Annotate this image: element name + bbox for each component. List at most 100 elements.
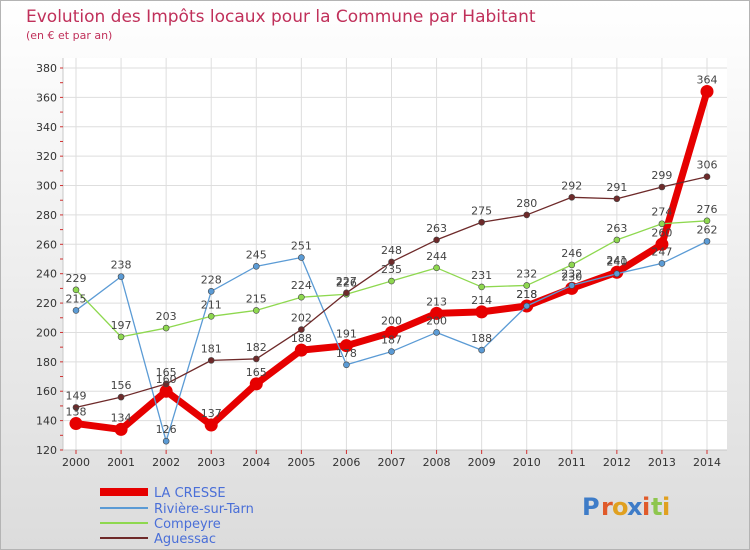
data-label: 231 — [471, 269, 492, 282]
data-label: 248 — [381, 244, 402, 257]
data-point — [72, 404, 80, 411]
data-point — [159, 384, 173, 398]
data-label: 291 — [606, 181, 627, 194]
x-tick-label: 2007 — [378, 456, 406, 469]
data-point — [343, 361, 350, 369]
data-label: 203 — [156, 310, 177, 323]
data-label: 292 — [561, 179, 582, 192]
brand-letter: P — [582, 493, 600, 521]
data-label: 263 — [426, 222, 447, 235]
data-point — [658, 220, 666, 228]
y-tick-label: 360 — [36, 91, 57, 104]
data-label: 226 — [336, 276, 357, 289]
data-label: 138 — [66, 406, 87, 419]
data-point — [388, 348, 395, 355]
y-tick-label: 300 — [36, 180, 57, 193]
data-label: 230 — [561, 270, 582, 283]
axes: 120 140 160 180 200 220 240 260 280 300 320 340 360 3… — [36, 58, 727, 469]
x-tick-label: 2012 — [603, 456, 631, 469]
data-label: 214 — [471, 294, 492, 307]
grid — [63, 58, 727, 451]
data-point — [249, 377, 263, 391]
data-point — [385, 325, 398, 339]
data-label: 262 — [697, 223, 718, 236]
data-label: 202 — [291, 312, 312, 325]
brand-letter: i — [662, 493, 670, 521]
data-point — [433, 329, 440, 336]
data-label: 218 — [516, 288, 537, 301]
data-point — [523, 282, 531, 289]
y-tick-label: 140 — [36, 415, 57, 428]
data-point — [568, 193, 576, 201]
y-tick-label: 180 — [36, 356, 57, 369]
x-tick-label: 2010 — [513, 456, 541, 469]
data-point — [568, 261, 576, 269]
data-label: 215 — [66, 292, 87, 305]
y-tick-label: 320 — [36, 150, 57, 163]
data-point — [703, 238, 711, 245]
series — [69, 85, 714, 445]
data-point — [294, 343, 308, 357]
data-point — [613, 270, 621, 277]
x-tick-label: 2001 — [107, 456, 135, 469]
data-point — [162, 380, 170, 388]
data-point — [72, 307, 80, 314]
data-point — [478, 283, 485, 291]
x-tick-label: 2013 — [648, 456, 676, 469]
y-tick-label: 340 — [36, 121, 57, 134]
data-label: 238 — [111, 259, 132, 272]
data-point — [475, 305, 489, 319]
data-label: 218 — [516, 288, 537, 301]
data-label: 299 — [651, 169, 672, 182]
x-tick-label: 2000 — [62, 456, 90, 469]
data-label: 260 — [651, 226, 672, 239]
data-label: 232 — [561, 267, 582, 280]
data-label: 188 — [471, 332, 492, 345]
data-point — [655, 237, 669, 251]
data-point — [72, 286, 80, 294]
legend-label-1: Rivière-sur-Tarn — [154, 502, 254, 517]
data-point — [433, 264, 440, 272]
data-point — [568, 282, 576, 289]
data-label: 191 — [336, 328, 357, 341]
data-point — [703, 173, 711, 181]
data-label: 276 — [697, 203, 718, 216]
data-point — [207, 357, 215, 364]
x-tick-label: 2003 — [197, 456, 225, 469]
data-label: 200 — [381, 314, 402, 327]
data-point — [252, 307, 260, 314]
data-point — [162, 324, 170, 332]
data-label: 224 — [291, 279, 312, 292]
x-tick-label: 2011 — [558, 456, 586, 469]
data-point — [207, 312, 215, 320]
brand-letter: o — [612, 493, 629, 521]
data-label: 275 — [471, 204, 492, 217]
x-tick-label: 2006 — [332, 456, 360, 469]
data-label: 187 — [381, 334, 402, 347]
x-tick-label: 2014 — [693, 456, 721, 469]
data-label: 182 — [246, 341, 267, 354]
data-point — [613, 195, 621, 203]
x-tick-label: 2008 — [423, 456, 451, 469]
legend: LA CRESSERivière-sur-TarnCompeyreAguessa… — [100, 486, 254, 547]
data-point — [388, 277, 395, 285]
legend-label-2: Compeyre — [154, 517, 221, 532]
data-label: 211 — [201, 298, 222, 311]
data-label: 213 — [426, 295, 447, 308]
data-point — [613, 236, 621, 244]
data-label: 251 — [291, 240, 312, 253]
x-tick-label: 2004 — [242, 456, 270, 469]
data-point — [339, 339, 353, 353]
data-point — [204, 418, 218, 432]
data-point — [700, 85, 714, 99]
data-label: 178 — [336, 347, 357, 360]
data-label: 247 — [651, 245, 672, 258]
data-label: 227 — [336, 275, 357, 288]
data-label: 200 — [426, 314, 447, 327]
data-point — [117, 333, 125, 341]
data-label: 235 — [381, 263, 402, 276]
data-label: 244 — [426, 250, 447, 263]
legend-label-0: LA CRESSE — [154, 486, 226, 501]
